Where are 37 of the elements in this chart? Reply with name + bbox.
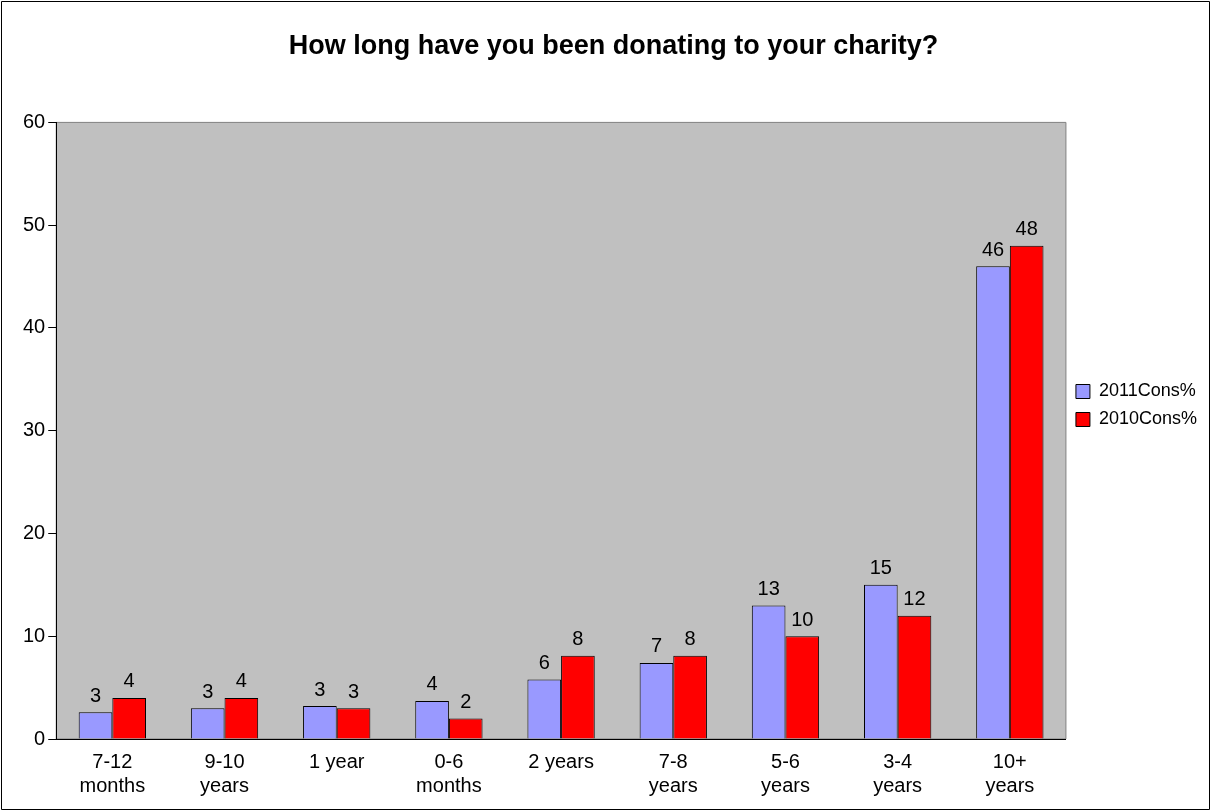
- x-tick-label: 0-6 months: [416, 749, 482, 796]
- data-label: 6: [538, 650, 550, 673]
- y-tick-label: 20: [23, 520, 46, 543]
- data-label: 3: [89, 683, 102, 706]
- data-label: 8: [572, 627, 584, 650]
- y-tick-label: 0: [34, 726, 46, 749]
- data-label: 4: [123, 669, 135, 692]
- data-label: 3: [347, 679, 360, 702]
- data-label: 10: [791, 607, 814, 630]
- data-label: 12: [903, 587, 926, 610]
- data-label: 13: [757, 576, 780, 599]
- data-label: 8: [684, 627, 696, 650]
- data-label: 46: [981, 237, 1005, 260]
- data-label: 2: [460, 689, 472, 712]
- y-tick-label: 40: [23, 315, 46, 338]
- x-tick-label: 2 years: [528, 749, 594, 772]
- x-tick-label: 3-4 years: [873, 749, 923, 796]
- data-label: 48: [1015, 217, 1038, 240]
- data-label: 3: [202, 679, 214, 702]
- chart-title: How long have you been donating to your charity?: [288, 29, 939, 60]
- x-tick-label: 10+ years: [985, 749, 1035, 796]
- data-label: 4: [235, 669, 247, 692]
- data-label: 15: [869, 556, 892, 579]
- data-label: 3: [314, 677, 326, 700]
- x-tick-label: 1 year: [308, 749, 365, 772]
- legend-label: 2010Cons%: [1098, 408, 1198, 429]
- legend-label: 2011Cons%: [1098, 380, 1196, 401]
- y-tick-label: 10: [23, 623, 46, 646]
- data-label: 4: [426, 672, 438, 695]
- x-tick-label: 9-10 years: [200, 749, 249, 796]
- x-tick-label: 5-6 years: [761, 749, 810, 796]
- data-label: 7: [650, 634, 663, 657]
- y-tick-label: 30: [23, 418, 46, 441]
- y-tick-label: 50: [23, 212, 46, 235]
- x-tick-label: 7-8 years: [648, 749, 698, 796]
- y-tick-label: 60: [23, 109, 46, 132]
- x-tick-label: 7-12 months: [79, 749, 146, 796]
